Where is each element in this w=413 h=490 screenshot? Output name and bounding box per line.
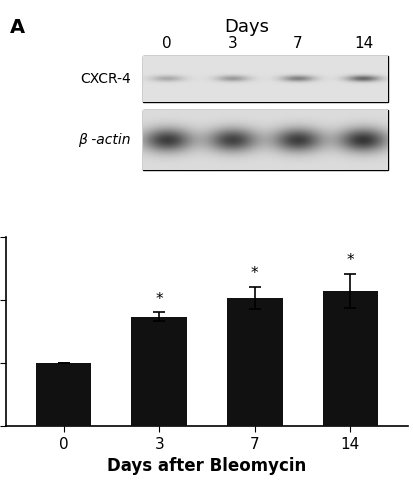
- Text: 14: 14: [353, 36, 373, 51]
- Bar: [322, 291, 377, 426]
- Text: A: A: [10, 18, 25, 37]
- Text: Days: Days: [224, 18, 269, 36]
- Text: CXCR-4: CXCR-4: [80, 72, 131, 86]
- Bar: [142, 56, 387, 102]
- Text: *: *: [155, 292, 163, 307]
- Bar: [131, 317, 186, 426]
- Text: 7: 7: [292, 36, 302, 51]
- Text: β -actin: β -actin: [78, 133, 131, 147]
- Text: *: *: [346, 253, 354, 268]
- Bar: [36, 363, 91, 426]
- Bar: [226, 298, 282, 426]
- Text: *: *: [250, 267, 258, 281]
- Bar: [142, 110, 387, 170]
- Text: 3: 3: [227, 36, 237, 51]
- Text: 0: 0: [161, 36, 171, 51]
- X-axis label: Days after Bleomycin: Days after Bleomycin: [107, 457, 306, 475]
